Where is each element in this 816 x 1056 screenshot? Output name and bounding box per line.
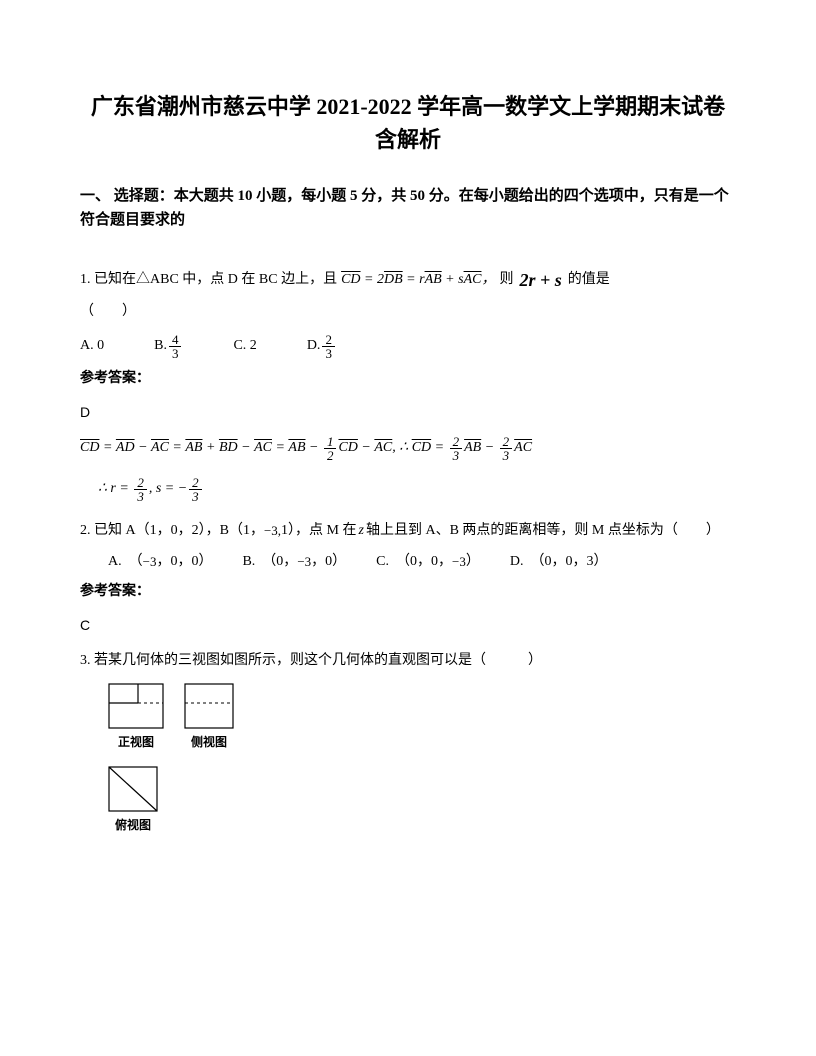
q2-optA: A. （ −3 ，0，0）: [108, 551, 212, 573]
q1-prefix: 1. 已知在△ABC 中，点 D 在 BC 边上，且: [80, 269, 337, 291]
q1-expr: 2r + s: [519, 266, 561, 295]
q1-mid: 则: [499, 269, 513, 291]
q1-answer-label: 参考答案：: [80, 368, 736, 390]
q1-answer: D: [80, 401, 736, 423]
question-1: 1. 已知在△ABC 中，点 D 在 BC 边上，且 CD = 2DB = rA…: [80, 266, 736, 503]
frac-num: 2: [500, 435, 513, 449]
frac-num: 2: [322, 333, 335, 347]
q2-options-row1: A. （ −3 ，0，0） B. （0， −3 ，0） C. （0，0， −3 …: [80, 551, 736, 573]
opt-post: ）: [466, 551, 480, 573]
frac-den: 3: [134, 490, 147, 503]
q1-optC: C. 2: [233, 335, 256, 357]
sol-text: , s = −: [149, 478, 187, 500]
opt-post: ，0，0）: [156, 551, 212, 573]
frac-num: 2: [189, 476, 202, 490]
front-view-label: 正视图: [118, 733, 154, 752]
q2-text-b: 1），点 M 在: [281, 517, 356, 545]
question-3: 3. 若某几何体的三视图如图所示，则这个几何体的直观图可以是（ ） 正视图 侧视…: [80, 650, 736, 835]
q1-optD-label: D.: [307, 335, 321, 357]
q1-solution-line1: CD = AD − AC = AB + BD − AC = AB − 1 2 C…: [80, 435, 736, 462]
q1-solution-line2: ∴ r = 2 3 , s = − 2 3: [80, 476, 736, 503]
frac-den: 2: [324, 449, 337, 462]
frac-num: 4: [169, 333, 182, 347]
question-2: 2. 已知 A（1，0，2），B（1， −3, 1），点 M 在 z 轴上且到 …: [80, 517, 736, 636]
frac-num: 1: [324, 435, 337, 449]
side-view-icon: [184, 683, 234, 729]
q1-optB-label: B.: [154, 335, 167, 357]
opt-pre: C. （0，0，: [376, 551, 452, 573]
frac-23a: 2 3: [450, 435, 463, 462]
q2-answer: C: [80, 614, 736, 636]
front-view-box: 正视图: [108, 683, 164, 752]
q3-text: 3. 若某几何体的三视图如图所示，则这个几何体的直观图可以是（ ）: [80, 650, 736, 672]
opt-pre: B. （0，: [242, 551, 297, 573]
opt-neg3: −3: [143, 552, 157, 573]
frac-num: 2: [450, 435, 463, 449]
q2-answer-label: 参考答案：: [80, 581, 736, 603]
top-view-box: 俯视图: [108, 766, 158, 835]
q1-optD: D. 2 3: [307, 333, 337, 360]
frac-den: 3: [500, 449, 513, 462]
q2-optB: B. （0， −3 ，0）: [242, 551, 346, 573]
frac-r: 2 3: [134, 476, 147, 503]
q2-neg3-1: −3,: [264, 518, 281, 544]
q3-views-row2: 俯视图: [80, 766, 736, 835]
q1-options: A. 0 B. 4 3 C. 2 D. 2 3: [80, 333, 736, 360]
section-heading: 一、 选择题：本大题共 10 小题，每小题 5 分，共 50 分。在每小题给出的…: [80, 184, 736, 232]
q1-suffix: 的值是: [568, 269, 610, 291]
top-view-icon: [108, 766, 158, 812]
q2-text-c: 轴上且到 A、B 两点的距离相等，则 M 点坐标为（ ）: [366, 517, 720, 545]
frac-den: 3: [189, 490, 202, 503]
frac-half: 1 2: [324, 435, 337, 462]
side-view-label: 侧视图: [191, 733, 227, 752]
q2-text-a: 2. 已知 A（1，0，2），B（1，: [80, 517, 264, 545]
frac-den: 3: [169, 347, 182, 360]
opt-neg3: −3: [297, 552, 311, 573]
q2-axis: z: [359, 517, 364, 545]
q3-views-row1: 正视图 侧视图: [80, 683, 736, 752]
q1-optD-frac: 2 3: [322, 333, 335, 360]
opt-pre: A. （: [108, 551, 143, 573]
front-view-icon: [108, 683, 164, 729]
q1-optA: A. 0: [80, 335, 104, 357]
opt-neg3: −3: [452, 552, 466, 573]
frac-den: 3: [450, 449, 463, 462]
q1-formula: CD = 2DB = rAB + sAC，: [341, 269, 495, 291]
frac-num: 2: [134, 476, 147, 490]
top-view-label: 俯视图: [115, 816, 151, 835]
q2-optD: D. （0，0，3）: [510, 551, 608, 573]
page-title: 广东省潮州市慈云中学 2021-2022 学年高一数学文上学期期末试卷含解析: [80, 90, 736, 156]
sol-text: ∴ r =: [98, 478, 129, 500]
side-view-box: 侧视图: [184, 683, 234, 752]
q1-paren: （ ）: [80, 301, 736, 323]
q1-optB: B. 4 3: [154, 333, 183, 360]
q1-optB-frac: 4 3: [169, 333, 182, 360]
frac-den: 3: [322, 347, 335, 360]
opt-post: ，0）: [311, 551, 346, 573]
frac-s: 2 3: [189, 476, 202, 503]
frac-23b: 2 3: [500, 435, 513, 462]
q2-optC: C. （0，0， −3 ）: [376, 551, 480, 573]
